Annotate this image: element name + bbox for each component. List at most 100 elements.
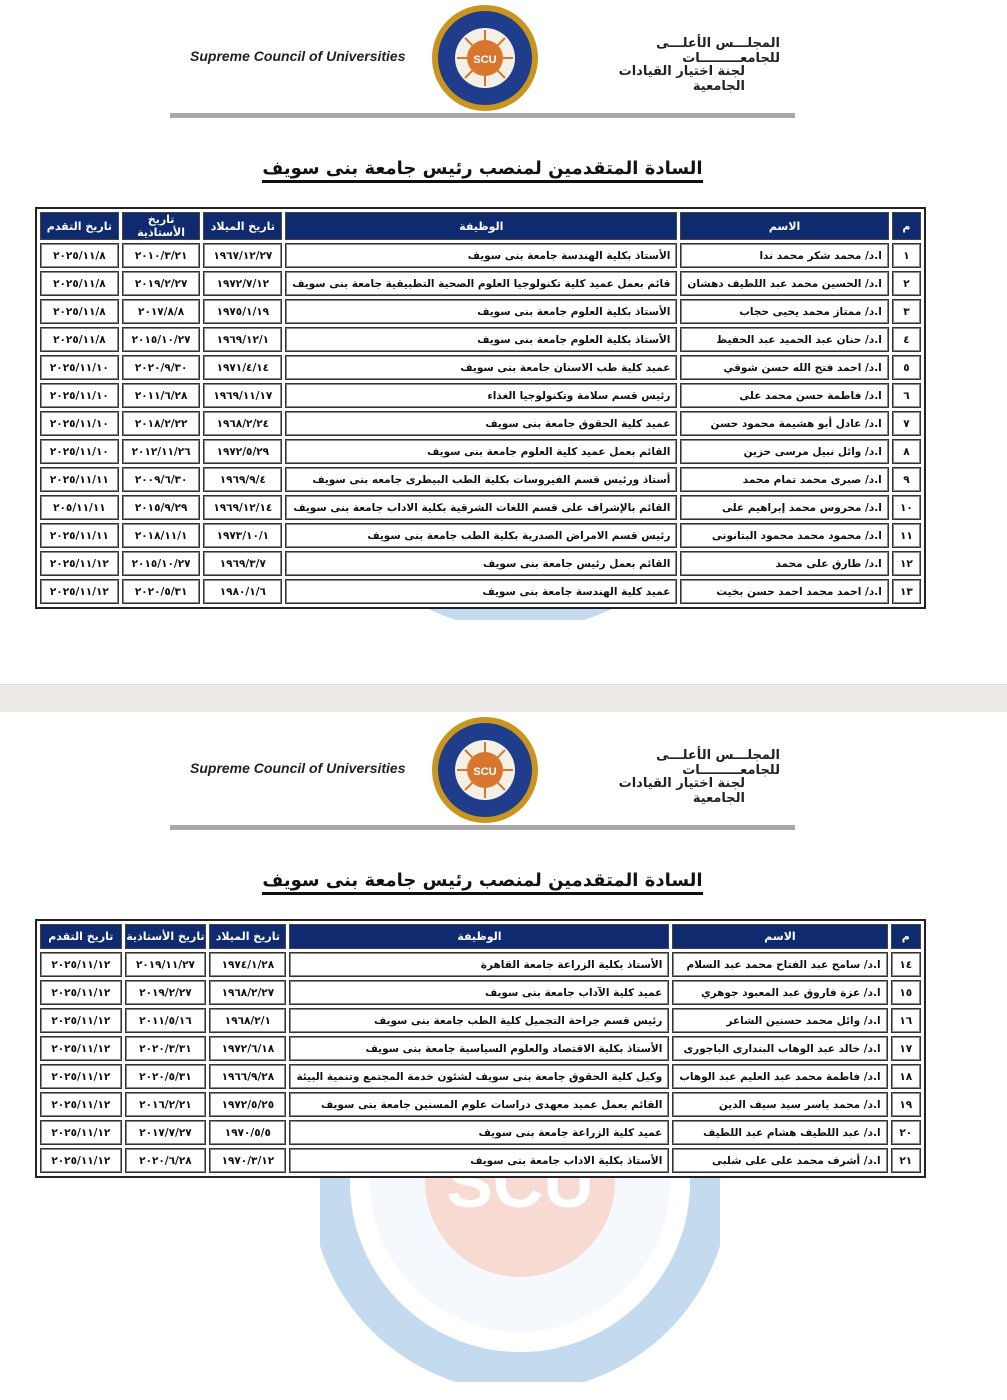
table-row: ١٥ ا.د/ عزة فاروق عبد المعبود جوهري عميد ك… [40, 980, 921, 1005]
header-num: م [891, 212, 921, 240]
candidate-position: عميد كلية الآداب جامعة بنى سويف [289, 980, 670, 1005]
application-date: ٢٠٢٥/١١/٨ [40, 327, 119, 352]
header-divider [170, 825, 795, 830]
candidate-name: ا.د/ صبرى محمد تمام محمد [680, 467, 889, 492]
professorship-date: ٢٠٢٠/٥/٣١ [121, 579, 201, 604]
row-number: ١٧ [890, 1036, 921, 1061]
committee-name: لجنة اختيار القيادات الجامعية [618, 776, 745, 806]
header-name: الاسم [680, 212, 889, 240]
candidate-name: ا.د/ محمد شكر محمد ندا [680, 243, 889, 268]
birth-date: ١٩٦٩/١١/١٧ [203, 383, 283, 408]
application-date: ٢٠٢٥/١١/١٢ [40, 1092, 122, 1117]
candidate-name: ا.د/ احمد محمد احمد حسن بخيت [680, 579, 889, 604]
candidate-name: ا.د/ عادل أبو هشيمة محمود حسن [680, 411, 889, 436]
table-row: ٣ ا.د/ ممتاز محمد يحيى حجاب الأستاذ بكلية … [40, 299, 921, 324]
table-row: ١٠ ا.د/ محروس محمد إبراهيم على القائم بالإ… [40, 495, 921, 520]
candidate-position: رئيس قسم جراحة التجميل كلية الطب جامعة ب… [289, 1008, 670, 1033]
table-row: ٢ ا.د/ الحسين محمد عبد اللطيف دهشان قائم ب… [40, 271, 921, 296]
application-date: ٢٠٢٥/١١/٨ [40, 271, 119, 296]
candidate-name: ا.د/ أشرف محمد على على شلبى [672, 1148, 888, 1173]
birth-date: ١٩٧٠/٥/٥ [209, 1120, 287, 1145]
candidate-name: ا.د/ حنان عبد الحميد عبد الحفيظ [680, 327, 889, 352]
svg-text:SCU: SCU [473, 766, 496, 778]
row-number: ١٠ [891, 495, 921, 520]
row-number: ١٦ [890, 1008, 921, 1033]
application-date: ٢٠٢٥/١١/١٢ [40, 1148, 122, 1173]
header-divider [170, 113, 795, 118]
table-row: ١٨ ا.د/ فاطمة محمد عبد العليم عبد الوهاب و… [40, 1064, 921, 1089]
candidate-name: ا.د/ محروس محمد إبراهيم على [680, 495, 889, 520]
candidate-position: القائم بعمل رئيس جامعة بنى سويف [285, 551, 678, 576]
candidate-position: عميد كلية الزراعة جامعة بنى سويف [289, 1120, 670, 1145]
header-num: م [890, 924, 921, 949]
professorship-date: ٢٠١٨/١١/١ [121, 523, 201, 548]
application-date: ٢٠٢٥/١١/١٢ [40, 1120, 122, 1145]
candidate-position: الأستاذ بكلية الاداب جامعة بنى سويف [289, 1148, 670, 1173]
table-row: ١٣ ا.د/ احمد محمد احمد حسن بخيت عميد كلية … [40, 579, 921, 604]
table-row: ٩ ا.د/ صبرى محمد تمام محمد أستاذ ورئيس قسم… [40, 467, 921, 492]
candidate-name: ا.د/ محمود محمد محمود البتانونى [680, 523, 889, 548]
row-number: ١٨ [890, 1064, 921, 1089]
candidate-name: ا.د/ وائل محمد حسنين الشاعر [672, 1008, 888, 1033]
row-number: ٢ [891, 271, 921, 296]
header-birth: تاريخ الميلاد [203, 212, 283, 240]
application-date: ٢٠٢٥/١١/١٢ [40, 1064, 122, 1089]
application-date: ٢٠٢٥/١١/١٠ [40, 355, 119, 380]
candidate-name: ا.د/ وائل نبيل مرسى حزين [680, 439, 889, 464]
page-separator [0, 684, 1007, 714]
application-date: ٢٠٢٥/١١/١٢ [40, 551, 119, 576]
professorship-date: ٢٠١٩/١١/٢٧ [124, 952, 207, 977]
candidate-name: ا.د/ محمد ياسر سيد سيف الدين [672, 1092, 888, 1117]
row-number: ٣ [891, 299, 921, 324]
candidate-position: القائم بعمل عميد كلية العلوم جامعة بنى س… [285, 439, 678, 464]
candidate-position: القائم بالإشراف على قسم اللغات الشرقية ب… [285, 495, 678, 520]
row-number: ١١ [891, 523, 921, 548]
candidate-name: ا.د/ طارق على محمد [680, 551, 889, 576]
birth-date: ١٩٦٨/٢/٢٧ [209, 980, 287, 1005]
birth-date: ١٩٦٩/٣/٧ [203, 551, 283, 576]
row-number: ٧ [891, 411, 921, 436]
birth-date: ١٩٧٢/٦/١٨ [209, 1036, 287, 1061]
candidate-position: أستاذ ورئيس قسم الفيروسات بكلية الطب الب… [285, 467, 678, 492]
header-job: الوظيفة [285, 212, 678, 240]
professorship-date: ٢٠١٧/٨/٨ [121, 299, 201, 324]
row-number: ١٣ [891, 579, 921, 604]
table-row: ١ ا.د/ محمد شكر محمد ندا الأستاذ بكلية اله… [40, 243, 921, 268]
table-row: ١٩ ا.د/ محمد ياسر سيد سيف الدين القائم بعم… [40, 1092, 921, 1117]
table-row: ١٢ ا.د/ طارق على محمد القائم بعمل رئيس جام… [40, 551, 921, 576]
header-professorship: تاريخ الأستاذية [121, 212, 201, 240]
birth-date: ١٩٦٦/٩/٢٨ [209, 1064, 287, 1089]
professorship-date: ٢٠٢٠/٦/٢٨ [124, 1148, 207, 1173]
application-date: ٢٠٢٥/١١/١٢ [40, 980, 122, 1005]
professorship-date: ٢٠١١/٦/٢٨ [121, 383, 201, 408]
table-row: ٨ ا.د/ وائل نبيل مرسى حزين القائم بعمل عمي… [40, 439, 921, 464]
header-name: الاسم [672, 924, 888, 949]
document-title: السادة المتقدمين لمنصب رئيس جامعة بنى سو… [0, 158, 965, 183]
professorship-date: ٢٠١٢/١١/٢٦ [121, 439, 201, 464]
english-org-name: Supreme Council of Universities [190, 760, 406, 776]
birth-date: ١٩٦٩/١٢/١٤ [203, 495, 283, 520]
application-date: ٢٠٢٥/١١/١٠ [40, 411, 119, 436]
birth-date: ١٩٧٣/١٠/١ [203, 523, 283, 548]
candidate-name: ا.د/ خالد عبد الوهاب البندارى الباجورى [672, 1036, 888, 1061]
birth-date: ١٩٧٠/٣/١٢ [209, 1148, 287, 1173]
professorship-date: ٢٠٠٩/٦/٣٠ [121, 467, 201, 492]
candidate-position: وكيل كلية الحقوق جامعة بنى سويف لشئون خد… [289, 1064, 670, 1089]
candidate-name: ا.د/ عبد اللطيف هشام عبد اللطيف [672, 1120, 888, 1145]
header-applied: تاريخ التقدم [40, 212, 119, 240]
row-number: ١٩ [890, 1092, 921, 1117]
candidates-table: م الاسم الوظيفة تاريخ الميلاد تاريخ الأس… [35, 919, 926, 1178]
candidate-position: قائم بعمل عميد كلية تكنولوجيا العلوم الص… [285, 271, 678, 296]
table-row: ١٤ ا.د/ سامح عبد الفتاح محمد عبد السلام ال… [40, 952, 921, 977]
english-org-name: Supreme Council of Universities [190, 48, 406, 64]
row-number: ١ [891, 243, 921, 268]
committee-name: لجنة اختيار القيادات الجامعية [618, 64, 745, 94]
birth-date: ١٩٧٢/٥/٢٩ [203, 439, 283, 464]
table-row: ٥ ا.د/ احمد فتح الله حسن شوقي عميد كلية طب… [40, 355, 921, 380]
birth-date: ١٩٧٤/١/٢٨ [209, 952, 287, 977]
candidate-position: الأستاذ بكلية الهندسة جامعة بنى سويف [285, 243, 678, 268]
table-header-row: م الاسم الوظيفة تاريخ الميلاد تاريخ الأس… [40, 212, 921, 240]
candidate-name: ا.د/ احمد فتح الله حسن شوقي [680, 355, 889, 380]
birth-date: ١٩٧٢/٥/٢٥ [209, 1092, 287, 1117]
header-professorship: تاريخ الأستاذية [124, 924, 207, 949]
